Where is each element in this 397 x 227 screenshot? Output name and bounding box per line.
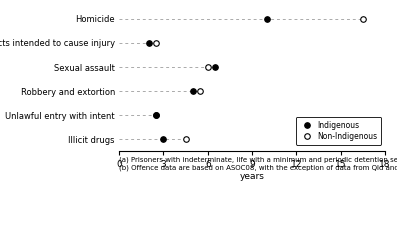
Legend: Indigenous, Non-Indigenous: Indigenous, Non-Indigenous bbox=[296, 117, 381, 145]
Text: (a) Prisoners with indeterminate, life with a minimum and periodic detention sen: (a) Prisoners with indeterminate, life w… bbox=[119, 157, 397, 171]
X-axis label: years: years bbox=[240, 172, 264, 181]
